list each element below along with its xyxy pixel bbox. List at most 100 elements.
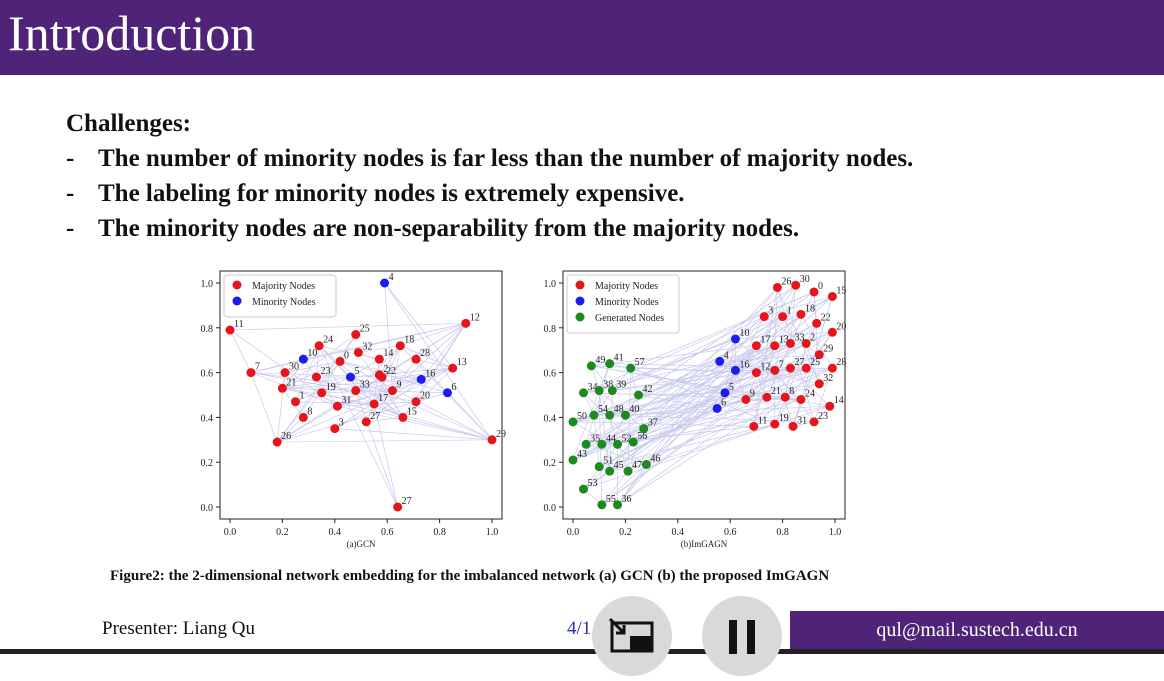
exit-fullscreen-button[interactable] [592,596,672,676]
edge-line [250,372,417,403]
node-label: 4 [389,272,394,283]
node-point [272,437,282,447]
node-point [442,388,452,398]
edge-line [276,417,304,443]
y-tick-label: 0.8 [201,324,214,335]
bullet-item: - The number of minority nodes is far les… [66,142,913,177]
node-point [623,466,633,476]
node-point [332,401,342,411]
edge-line [282,376,351,389]
node-label: 15 [407,406,417,417]
node-label: 8 [789,386,794,397]
node-point [597,500,607,510]
edge-line [339,334,357,362]
node-point [311,372,321,382]
node-label: 28 [836,357,846,368]
edge-line [379,374,422,380]
node-point [374,354,384,364]
bullet-marker: - [66,215,75,242]
node-point [291,397,300,407]
y-tick-label: 0.8 [544,324,557,335]
node-point [581,439,591,449]
edge-line [277,378,422,443]
edge-line [599,338,736,391]
edge-line [745,316,783,400]
node-point [361,417,371,427]
edge-line [745,323,817,400]
edge-line [585,363,611,445]
edge-line [366,417,403,423]
node-label: 17 [378,393,388,404]
page-number: 4/1 [567,618,592,639]
node-point [814,379,824,389]
node-point [772,282,782,292]
edge-line [601,367,791,506]
node-label: 33 [794,332,804,343]
edge-line [276,323,466,443]
node-label: 52 [622,433,632,444]
node-label: 9 [396,380,401,391]
pause-icon [729,620,755,654]
edge-line [282,387,448,394]
node-label: 27 [794,357,804,368]
edge-line [572,343,807,461]
x-tick-label: 0.0 [224,527,237,538]
node-label: 26 [781,276,791,287]
node-label: 50 [577,411,587,422]
node-label: 18 [404,335,414,346]
y-tick-label: 0.0 [201,503,214,514]
node-label: 20 [836,321,846,332]
node-label: 25 [810,357,820,368]
node-label: 41 [614,353,624,364]
node-label: 45 [614,460,624,471]
legend: Majority Nodes Minority Nodes [223,274,337,318]
node-point [791,280,801,290]
edge-line [598,390,611,472]
edge-line [583,291,815,394]
imgagn-scatter-plot: 0.0 0.2 0.4 0.6 0.8 1.0 0.0 0.2 0.4 0.6 0.8 1.0 (b)I… [544,270,846,549]
x-tick-label: 1.0 [829,527,842,538]
node-point [809,417,819,427]
node-label: 49 [595,355,605,366]
edge-line [572,421,647,465]
node-label: 35 [590,433,600,444]
node-point [715,356,725,366]
edge-line [337,390,393,407]
node-point [620,410,630,420]
edge-line [282,387,375,405]
edge-line [350,376,399,508]
node-point [597,439,607,449]
node-label: 43 [577,449,587,460]
node-point [762,392,772,402]
email-bar: qul@mail.sustech.edu.cn [790,611,1164,649]
node-label: 22 [821,312,831,323]
node-point [741,394,751,404]
node-label: 56 [637,431,647,442]
node-label: 23 [818,411,828,422]
node-point [827,291,837,301]
node-label: 48 [614,404,624,415]
node-label: 54 [598,404,608,415]
edge-line [774,285,797,371]
node-label: 44 [606,433,616,444]
node-point [825,401,835,411]
node-label: 10 [307,348,317,359]
node-label: 18 [805,303,815,314]
node-label: 47 [632,460,642,471]
x-tick-label: 0.0 [567,527,580,538]
edge-line [277,439,493,443]
node-label: 33 [360,380,370,391]
edge-line [719,345,775,362]
edge-line [813,368,833,422]
node-point [568,417,578,427]
pause-button[interactable] [702,596,782,676]
node-label: 28 [420,348,430,359]
node-point [387,386,397,396]
node-point [712,403,722,413]
node-label: 24 [805,388,815,399]
edge-line [250,372,393,391]
node-label: 36 [622,494,632,505]
edge-line [609,414,815,423]
edge-line [617,316,765,505]
axes-frame [219,270,503,520]
